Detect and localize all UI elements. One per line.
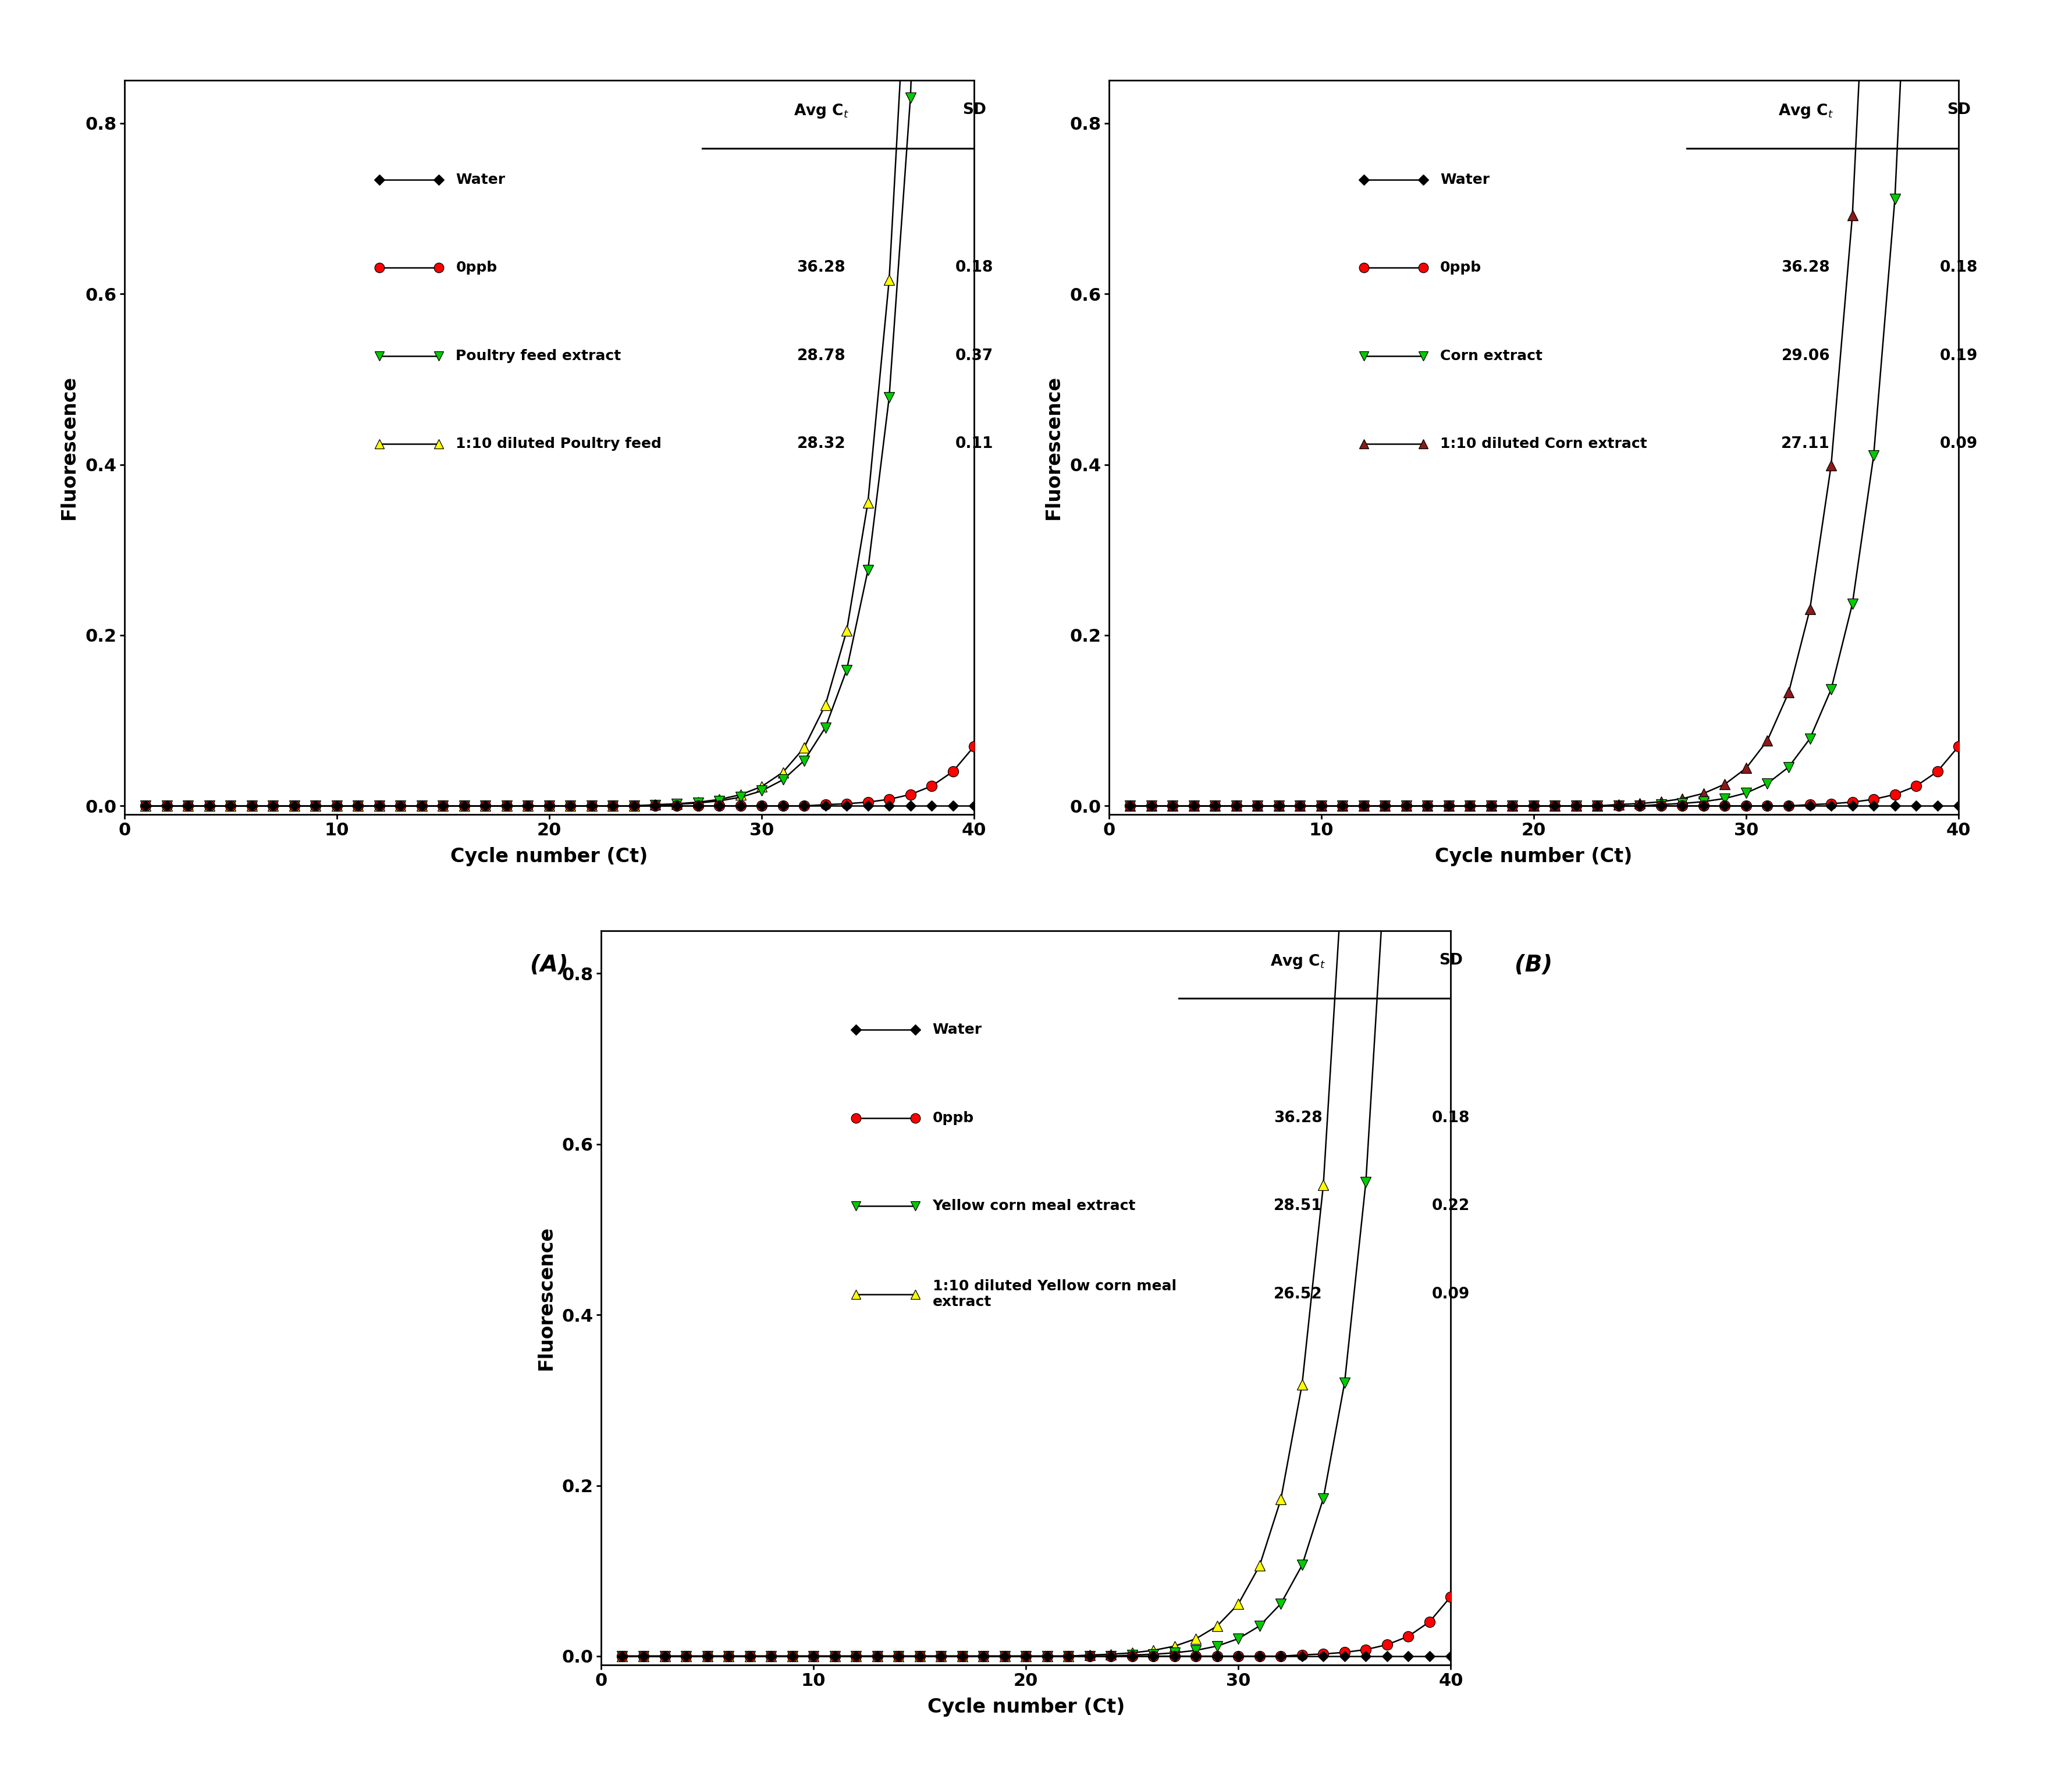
Text: Water: Water (932, 1022, 982, 1036)
Text: Avg C$_t$: Avg C$_t$ (1270, 952, 1326, 970)
Text: 0.19: 0.19 (1939, 349, 1977, 363)
Text: (A): (A) (530, 954, 568, 976)
Text: 36.28: 36.28 (796, 260, 845, 276)
Text: 1:10 diluted Yellow corn meal
extract: 1:10 diluted Yellow corn meal extract (932, 1280, 1177, 1308)
Text: 28.51: 28.51 (1272, 1199, 1322, 1214)
Text: 28.32: 28.32 (796, 437, 845, 451)
Text: 0.37: 0.37 (955, 349, 992, 363)
Text: 0ppb: 0ppb (456, 261, 497, 274)
X-axis label: Cycle number (Ct): Cycle number (Ct) (450, 847, 649, 866)
Y-axis label: Fluorescence: Fluorescence (1044, 376, 1063, 519)
X-axis label: Cycle number (Ct): Cycle number (Ct) (1434, 847, 1633, 866)
Text: 0.22: 0.22 (1432, 1199, 1469, 1214)
Text: SD: SD (1438, 952, 1463, 968)
Y-axis label: Fluorescence: Fluorescence (60, 376, 79, 519)
Text: 0.11: 0.11 (955, 437, 992, 451)
Text: 1:10 diluted Poultry feed: 1:10 diluted Poultry feed (456, 437, 661, 451)
Text: 0ppb: 0ppb (1440, 261, 1481, 274)
Text: 29.06: 29.06 (1780, 349, 1830, 363)
Text: SD: SD (1946, 102, 1970, 118)
Text: 0ppb: 0ppb (932, 1112, 974, 1124)
Text: Water: Water (456, 172, 506, 186)
Text: 26.52: 26.52 (1272, 1287, 1322, 1301)
Text: 1:10 diluted Corn extract: 1:10 diluted Corn extract (1440, 437, 1647, 451)
Text: Yellow corn meal extract: Yellow corn meal extract (932, 1199, 1135, 1214)
Text: Water: Water (1440, 172, 1490, 186)
X-axis label: Cycle number (Ct): Cycle number (Ct) (926, 1697, 1125, 1717)
Text: 36.28: 36.28 (1780, 260, 1830, 276)
Text: Avg C$_t$: Avg C$_t$ (794, 102, 850, 120)
Y-axis label: Fluorescence: Fluorescence (537, 1226, 555, 1369)
Text: Corn extract: Corn extract (1440, 349, 1542, 363)
Text: Avg C$_t$: Avg C$_t$ (1778, 102, 1834, 120)
Text: 0.18: 0.18 (1939, 260, 1977, 276)
Text: 0.09: 0.09 (1939, 437, 1977, 451)
Text: 0.18: 0.18 (1432, 1110, 1469, 1126)
Text: 0.09: 0.09 (1432, 1287, 1469, 1301)
Text: 27.11: 27.11 (1780, 437, 1830, 451)
Text: 36.28: 36.28 (1272, 1110, 1322, 1126)
Text: 28.78: 28.78 (796, 349, 845, 363)
Text: (B): (B) (1515, 954, 1552, 976)
Text: Poultry feed extract: Poultry feed extract (456, 349, 622, 363)
Text: 0.18: 0.18 (955, 260, 992, 276)
Text: SD: SD (961, 102, 986, 118)
